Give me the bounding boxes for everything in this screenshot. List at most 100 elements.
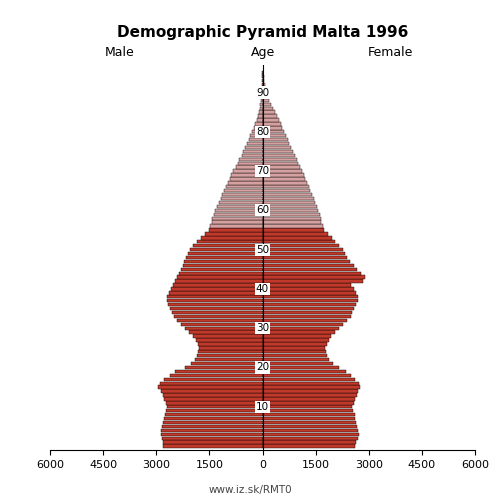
Bar — [177, 276, 262, 279]
Bar — [262, 252, 344, 255]
Bar — [193, 244, 262, 248]
Bar — [176, 370, 262, 373]
Bar — [188, 252, 262, 255]
Bar — [262, 284, 352, 286]
Bar — [262, 75, 264, 78]
Bar — [262, 154, 294, 157]
Bar — [262, 79, 264, 82]
Bar — [262, 428, 358, 432]
Bar — [219, 201, 262, 204]
Bar — [262, 295, 358, 298]
Text: 90: 90 — [256, 88, 269, 98]
Bar — [262, 413, 354, 416]
Bar — [262, 126, 282, 130]
Text: 10: 10 — [256, 402, 269, 412]
Bar — [189, 330, 262, 334]
Bar — [262, 158, 296, 161]
Bar — [163, 421, 262, 424]
Bar — [160, 432, 262, 436]
Bar — [191, 362, 262, 365]
Bar — [214, 212, 262, 216]
Bar — [262, 444, 356, 448]
Bar — [220, 197, 262, 200]
Bar — [165, 413, 262, 416]
Bar — [183, 264, 262, 267]
Bar — [262, 146, 291, 149]
Bar — [262, 162, 298, 165]
Bar — [262, 197, 314, 200]
Bar — [194, 334, 262, 338]
Bar — [262, 370, 346, 373]
Bar — [262, 130, 284, 134]
Bar — [200, 346, 262, 350]
Bar — [230, 178, 262, 180]
Bar — [262, 291, 356, 294]
Bar — [205, 232, 262, 235]
Bar — [262, 386, 360, 389]
Bar — [247, 142, 262, 145]
Bar — [262, 315, 350, 318]
Bar — [262, 288, 354, 290]
Bar — [198, 350, 262, 354]
Bar — [166, 401, 262, 404]
Bar — [168, 303, 262, 306]
Bar — [262, 401, 354, 404]
Bar — [170, 307, 262, 310]
Bar — [262, 201, 316, 204]
Bar — [236, 166, 262, 169]
Bar — [210, 224, 262, 228]
Text: 50: 50 — [256, 244, 269, 254]
Bar — [262, 178, 305, 180]
Bar — [262, 421, 356, 424]
Bar — [262, 205, 317, 208]
Bar — [174, 284, 262, 286]
Bar — [262, 240, 336, 244]
Bar — [161, 428, 262, 432]
Bar — [190, 248, 262, 252]
Bar — [162, 394, 262, 396]
Text: Female: Female — [368, 46, 412, 59]
Bar — [262, 374, 351, 377]
Text: 20: 20 — [256, 362, 269, 372]
Bar — [169, 291, 262, 294]
Bar — [262, 95, 268, 98]
Bar — [261, 98, 262, 102]
Bar — [262, 232, 328, 235]
Bar — [161, 390, 262, 392]
Bar — [167, 295, 262, 298]
Bar — [216, 208, 262, 212]
Bar — [232, 174, 262, 176]
Bar — [262, 268, 358, 271]
Bar — [262, 98, 270, 102]
Bar — [262, 330, 336, 334]
Bar — [262, 342, 326, 345]
Bar — [166, 299, 262, 302]
Bar — [201, 236, 262, 240]
Bar — [262, 354, 328, 358]
Bar — [262, 102, 271, 106]
Text: Male: Male — [105, 46, 135, 59]
Bar — [262, 382, 359, 385]
Bar — [262, 166, 300, 169]
Bar — [262, 71, 263, 74]
Bar — [258, 114, 262, 117]
Text: 40: 40 — [256, 284, 269, 294]
Bar — [182, 268, 262, 271]
Bar — [262, 244, 340, 248]
Bar — [217, 205, 262, 208]
Bar — [252, 130, 262, 134]
Bar — [262, 440, 356, 444]
Bar — [262, 185, 308, 188]
Bar — [262, 417, 356, 420]
Bar — [262, 390, 358, 392]
Bar — [184, 260, 262, 263]
Bar — [228, 181, 262, 184]
Bar — [262, 170, 302, 172]
Bar — [248, 138, 262, 141]
Bar — [174, 315, 262, 318]
Bar — [262, 338, 328, 342]
Bar — [234, 170, 262, 172]
Bar — [158, 386, 262, 389]
Bar — [262, 299, 358, 302]
Bar — [184, 366, 262, 369]
